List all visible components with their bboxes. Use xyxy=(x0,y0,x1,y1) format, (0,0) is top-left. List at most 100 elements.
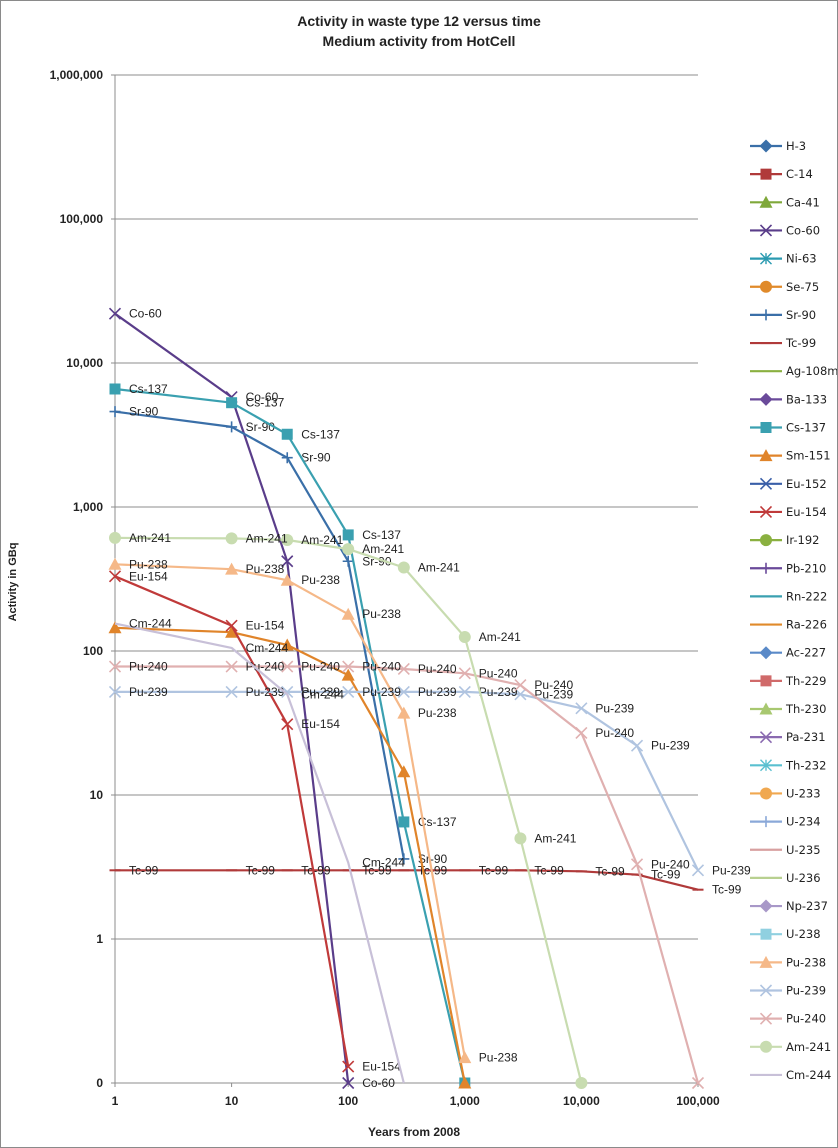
data-point-am-241 xyxy=(514,832,527,845)
data-point-pu-240 xyxy=(281,660,294,673)
x-tick-label: 10 xyxy=(225,1094,239,1108)
x-tick-label: 100 xyxy=(338,1094,358,1108)
data-label-pu-240: Pu-240 xyxy=(479,666,518,680)
data-point-am-241 xyxy=(342,543,355,556)
data-point-pu-240 xyxy=(225,660,238,673)
series-pu-240: Pu-240 Pu-240 Pu-240 Pu-240 Pu-240 Pu-240Pu-2… xyxy=(108,660,705,1090)
legend-marker xyxy=(759,702,773,715)
data-label-cm-244: Cm-244 xyxy=(246,641,289,655)
legend-item-cm-244: Cm-244 xyxy=(750,1068,831,1082)
data-label-sr-90: Sr-90 xyxy=(129,405,159,419)
legend-label: Pb-210 xyxy=(786,561,826,575)
data-point-eu-154 xyxy=(225,619,238,632)
data-label-am-241: Am-241 xyxy=(246,531,288,545)
data-label-pu-240: Pu-240 xyxy=(595,726,634,740)
legend-marker xyxy=(759,1012,773,1025)
data-point-eu-154 xyxy=(342,1060,355,1073)
legend-item-ir-192: Ir-192 xyxy=(750,533,819,547)
data-label-pu-240: Pu-240 xyxy=(534,678,573,692)
data-label-cm-244: Cm-244 xyxy=(362,855,405,869)
data-label-pu-239: Pu-239 xyxy=(534,687,573,701)
series-cs-137: Cs-137 Cs-137 Cs-137 Cs-137 Cs-137 xyxy=(109,382,471,1089)
legend-label: Pa-231 xyxy=(786,730,826,744)
legend-label: Eu-152 xyxy=(786,477,827,491)
data-label-eu-154: Eu-154 xyxy=(301,717,340,731)
data-point-sr-90 xyxy=(398,853,410,865)
legend-label: Np-237 xyxy=(786,899,828,913)
legend-label: Tc-99 xyxy=(785,336,816,350)
data-point-co-60 xyxy=(108,307,122,320)
data-label-co-60: Co-60 xyxy=(362,1076,395,1090)
x-axis-label: Years from 2008 xyxy=(367,1125,461,1139)
data-label-pu-239: Pu-239 xyxy=(651,739,690,753)
legend-marker xyxy=(760,787,772,800)
legend-label: Pu-238 xyxy=(786,955,826,969)
series-pu-239: Pu-239 Pu-239 Pu-239 Pu-239 Pu-239 Pu-239 Pu-2… xyxy=(108,685,751,877)
data-label-sr-90: Sr-90 xyxy=(246,420,276,434)
legend-item-co-60: Co-60 xyxy=(750,223,820,237)
legend-item-u-238: U-238 xyxy=(750,927,821,941)
data-label-pu-240: Pu-240 xyxy=(301,660,340,674)
legend-marker xyxy=(760,928,772,940)
legend-item-se-75: Se-75 xyxy=(750,280,819,294)
data-point-pu-239 xyxy=(342,685,355,698)
legend-item-tc-99: Tc-99 xyxy=(750,336,816,350)
data-point-pu-239 xyxy=(575,702,588,715)
legend-label: Ir-192 xyxy=(786,533,819,547)
data-point-sr-90 xyxy=(342,555,354,567)
data-point-am-241 xyxy=(458,631,471,644)
legend-label: U-233 xyxy=(786,786,821,800)
legend-marker xyxy=(759,899,773,913)
data-label-cs-137: Cs-137 xyxy=(418,815,457,829)
legend-marker xyxy=(759,449,773,462)
legend-label: C-14 xyxy=(786,167,813,181)
data-label-pu-238: Pu-238 xyxy=(418,706,457,720)
legend-item-u-233: U-233 xyxy=(750,786,821,800)
data-point-sm-151 xyxy=(108,621,122,634)
legend-marker xyxy=(759,955,773,968)
series-eu-154: Eu-154 Eu-154 Eu-154 Eu-154 xyxy=(108,569,401,1074)
data-label-am-241: Am-241 xyxy=(418,561,460,575)
legend-item-pb-210: Pb-210 xyxy=(750,561,826,575)
legend-item-rn-222: Rn-222 xyxy=(750,589,827,603)
legend-marker xyxy=(760,1040,772,1053)
legend-marker xyxy=(760,168,772,180)
legend-item-c-14: C-14 xyxy=(750,167,813,181)
chart-subtitle: Medium activity from HotCell xyxy=(322,33,516,49)
legend-label: Sm-151 xyxy=(786,449,831,463)
data-label-cs-137: Cs-137 xyxy=(301,427,340,441)
y-tick-label: 1,000 xyxy=(73,500,103,514)
data-label-pu-239: Pu-239 xyxy=(418,685,457,699)
data-label-tc-99: Tc-99 xyxy=(479,863,509,877)
legend-label: Cs-137 xyxy=(786,421,826,435)
data-point-pu-239 xyxy=(691,864,705,877)
series-cm-244: Cm-244 Cm-244 Cm-244 Cm-244 xyxy=(114,617,405,1084)
legend-marker xyxy=(759,224,773,237)
data-label-pu-240: Pu-240 xyxy=(129,660,168,674)
series-line-pu-240 xyxy=(115,665,700,1084)
legend-marker xyxy=(759,392,773,406)
legend-label: U-236 xyxy=(786,871,821,885)
data-label-tc-99: Tc-99 xyxy=(129,863,159,877)
y-tick-label: 100,000 xyxy=(60,212,104,226)
data-label-sr-90: Sr-90 xyxy=(418,852,448,866)
legend-marker xyxy=(760,675,772,687)
legend-marker xyxy=(760,252,772,265)
legend-label: Co-60 xyxy=(786,223,820,237)
legend-label: Ra-226 xyxy=(786,618,827,632)
x-tick-label: 10,000 xyxy=(563,1094,600,1108)
series-line-cs-137 xyxy=(114,387,466,1084)
data-point-am-241 xyxy=(281,533,294,546)
data-label-pu-238: Pu-238 xyxy=(301,573,340,587)
data-point-cs-137 xyxy=(109,383,121,395)
y-tick-label: 1,000,000 xyxy=(50,68,104,82)
data-label-eu-154: Eu-154 xyxy=(246,619,285,633)
data-point-sr-90 xyxy=(226,421,238,433)
data-point-pu-239 xyxy=(458,685,471,698)
data-label-pu-239: Pu-239 xyxy=(246,685,285,699)
data-label-tc-99: Tc-99 xyxy=(651,868,681,882)
x-tick-label: 100,000 xyxy=(676,1094,720,1108)
x-tick-label: 1,000 xyxy=(450,1094,480,1108)
legend-label: Cm-244 xyxy=(786,1068,831,1082)
legend-item-pu-238: Pu-238 xyxy=(750,955,826,969)
